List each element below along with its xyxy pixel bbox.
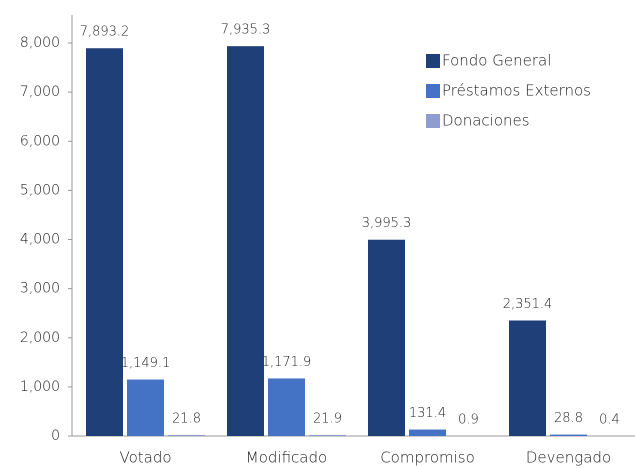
bar [127,379,164,436]
y-tick-label: 3,000 [20,281,60,297]
value-label: 7,935.3 [221,23,271,38]
legend-label: Préstamos Externos [442,82,591,100]
bar [268,378,305,436]
bar [550,434,587,436]
y-tick-label: 0 [51,428,60,444]
bar [509,320,546,436]
y-tick-label: 2,000 [20,330,60,346]
value-label: 131.4 [409,406,446,421]
y-tick-label: 1,000 [20,379,60,395]
y-tick-label: 5,000 [20,182,60,198]
bar [368,239,405,436]
x-tick-label: Modificado [246,449,327,467]
legend-swatch [426,114,440,128]
value-label: 21.9 [313,411,342,426]
x-tick-label: Votado [119,449,171,467]
legend-swatch [426,84,440,98]
value-label: 28.8 [554,411,583,426]
y-tick-label: 8,000 [20,35,60,51]
y-tick-label: 4,000 [20,232,60,248]
x-tick-label: Compromiso [380,449,475,467]
bar [227,46,264,437]
y-tick-label: 6,000 [20,133,60,149]
value-label: 2,351.4 [503,297,553,312]
y-tick-label: 7,000 [20,84,60,100]
bar [309,434,346,436]
x-tick-label: Devengado [526,449,611,467]
value-label: 0.4 [599,412,620,427]
bar [168,434,205,436]
bar [409,429,446,436]
value-label: 7,893.2 [80,25,130,40]
bar [86,48,123,436]
value-label: 0.9 [458,412,479,427]
value-label: 1,171.9 [262,355,312,370]
legend-swatch [426,54,440,68]
legend-label: Donaciones [442,112,530,130]
value-label: 21.8 [172,411,201,426]
value-label: 3,995.3 [362,216,412,231]
value-label: 1,149.1 [121,356,171,371]
legend-label: Fondo General [442,52,551,70]
